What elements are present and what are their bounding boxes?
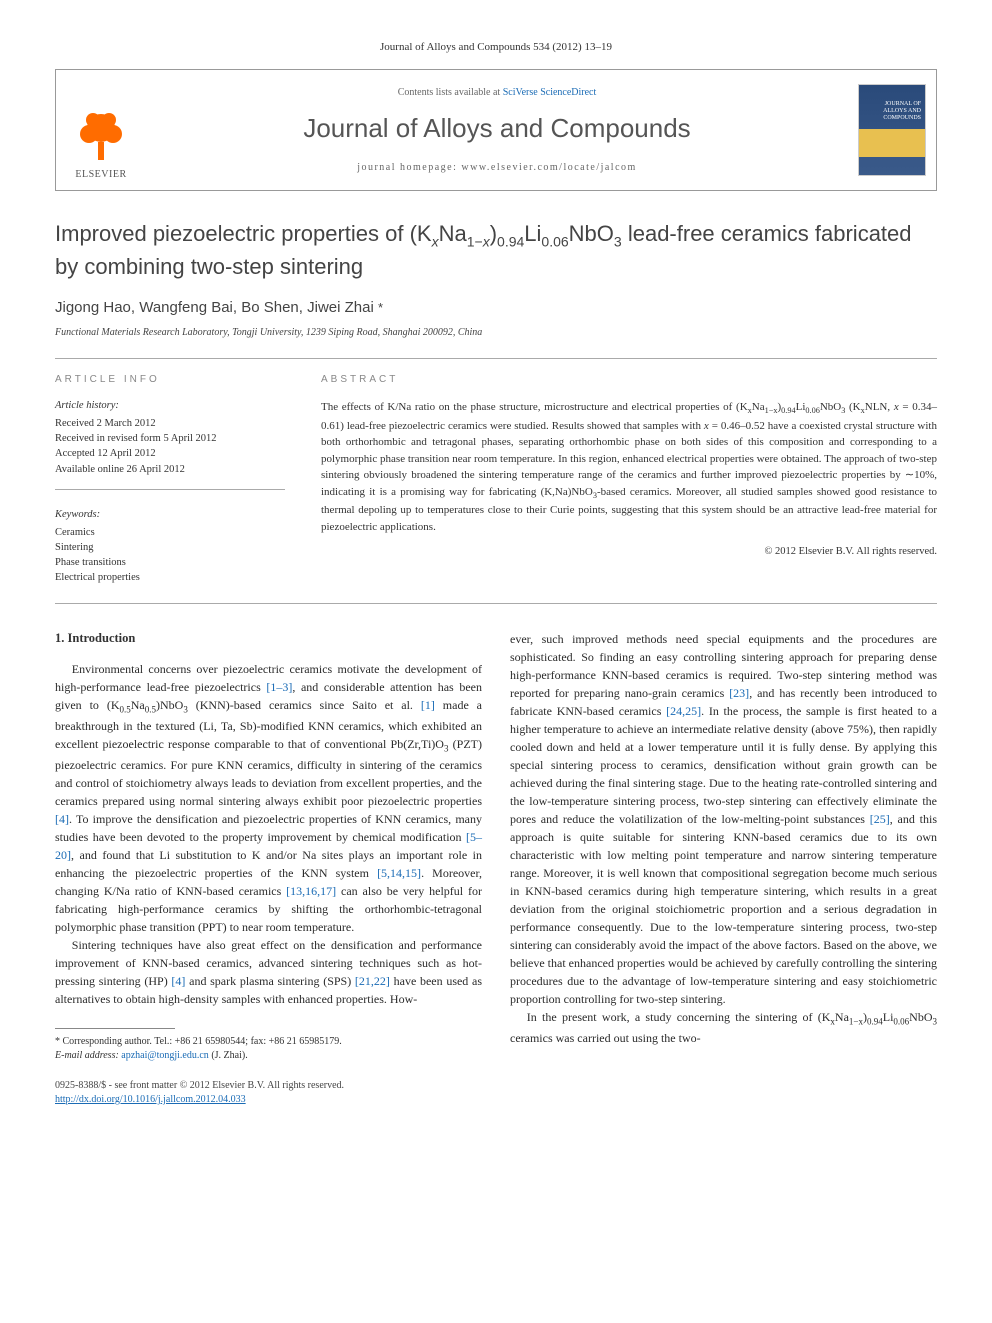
abstract-text: The effects of K/Na ratio on the phase s… <box>321 399 937 535</box>
corr-label: * Corresponding author. Tel.: +86 21 659… <box>55 1036 342 1047</box>
sciencedirect-link[interactable]: SciVerse ScienceDirect <box>503 87 597 98</box>
authors-names: Jigong Hao, Wangfeng Bai, Bo Shen, Jiwei… <box>55 299 374 316</box>
article-meta-row: ARTICLE INFO Article history: Received 2… <box>55 359 937 604</box>
elsevier-tree-icon <box>71 104 131 164</box>
journal-reference: Journal of Alloys and Compounds 534 (201… <box>55 40 937 55</box>
intro-p1: Environmental concerns over piezoelectri… <box>55 660 482 936</box>
cover-title-text: JOURNAL OF ALLOYS AND COMPOUNDS <box>863 101 921 121</box>
intro-p2-continued: ever, such improved methods need special… <box>510 630 937 1008</box>
corr-name: (J. Zhai). <box>211 1050 247 1061</box>
homepage-url[interactable]: www.elsevier.com/locate/jalcom <box>461 162 636 173</box>
article-info-block: ARTICLE INFO Article history: Received 2… <box>55 373 285 585</box>
homepage-line: journal homepage: www.elsevier.com/locat… <box>357 161 637 175</box>
publisher-name: ELSEVIER <box>75 168 126 182</box>
abstract-head: ABSTRACT <box>321 373 937 387</box>
corresponding-author: * Corresponding author. Tel.: +86 21 659… <box>55 1035 482 1063</box>
cover-gold-band <box>859 129 925 157</box>
contents-prefix: Contents lists available at <box>398 87 503 98</box>
header-center: Contents lists available at SciVerse Sci… <box>146 70 848 190</box>
article-info-head: ARTICLE INFO <box>55 373 285 387</box>
article-title: Improved piezoelectric properties of (Kx… <box>55 219 937 281</box>
intro-p2: Sintering techniques have also great eff… <box>55 936 482 1008</box>
page-footer: 0925-8388/$ - see front matter © 2012 El… <box>55 1079 937 1107</box>
history-accepted: Accepted 12 April 2012 <box>55 446 285 461</box>
keyword-3: Phase transitions <box>55 555 285 570</box>
publisher-cell: ELSEVIER <box>56 70 146 190</box>
column-right: ever, such improved methods need special… <box>510 630 937 1062</box>
email-label: E-mail address: <box>55 1050 119 1061</box>
contents-available-line: Contents lists available at SciVerse Sci… <box>398 86 597 100</box>
abstract-block: ABSTRACT The effects of K/Na ratio on th… <box>321 373 937 585</box>
cover-cell: JOURNAL OF ALLOYS AND COMPOUNDS <box>848 70 936 190</box>
history-received: Received 2 March 2012 <box>55 416 285 431</box>
journal-name: Journal of Alloys and Compounds <box>303 110 690 146</box>
keyword-2: Sintering <box>55 540 285 555</box>
journal-cover-thumbnail: JOURNAL OF ALLOYS AND COMPOUNDS <box>858 84 926 176</box>
homepage-prefix: journal homepage: <box>357 162 461 173</box>
authors-line: Jigong Hao, Wangfeng Bai, Bo Shen, Jiwei… <box>55 297 937 318</box>
doi-link[interactable]: http://dx.doi.org/10.1016/j.jallcom.2012… <box>55 1094 246 1105</box>
corresponding-marker: * <box>378 300 383 315</box>
info-divider <box>55 489 285 490</box>
keyword-1: Ceramics <box>55 525 285 540</box>
keyword-4: Electrical properties <box>55 570 285 585</box>
footer-left: 0925-8388/$ - see front matter © 2012 El… <box>55 1079 344 1107</box>
footnote-rule <box>55 1028 175 1029</box>
affiliation: Functional Materials Research Laboratory… <box>55 326 937 340</box>
history-revised: Received in revised form 5 April 2012 <box>55 431 285 446</box>
history-head: Article history: <box>55 399 285 414</box>
issn-line: 0925-8388/$ - see front matter © 2012 El… <box>55 1079 344 1093</box>
section-1-head: 1. Introduction <box>55 630 482 648</box>
column-left: 1. Introduction Environmental concerns o… <box>55 630 482 1062</box>
abstract-copyright: © 2012 Elsevier B.V. All rights reserved… <box>321 545 937 560</box>
journal-header-box: ELSEVIER Contents lists available at Sci… <box>55 69 937 191</box>
history-online: Available online 26 April 2012 <box>55 462 285 477</box>
body-columns: 1. Introduction Environmental concerns o… <box>55 630 937 1062</box>
corr-email[interactable]: apzhai@tongji.edu.cn <box>121 1050 209 1061</box>
keywords-head: Keywords: <box>55 508 285 523</box>
intro-p3: In the present work, a study concerning … <box>510 1008 937 1047</box>
